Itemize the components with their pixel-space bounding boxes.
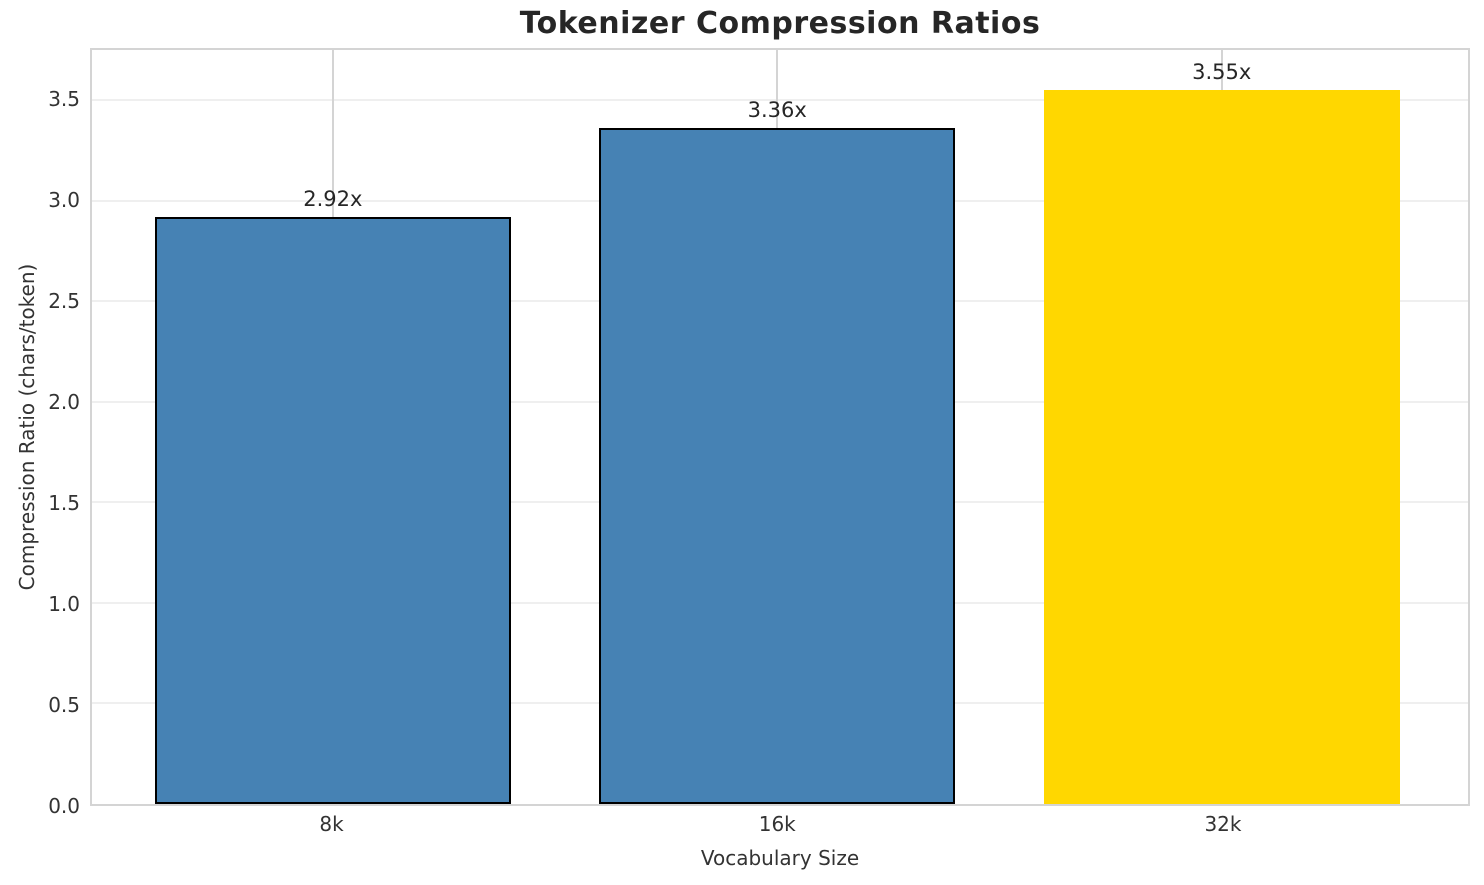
x-tick-label-8k: 8k [319, 812, 344, 836]
chart-title: Tokenizer Compression Ratios [519, 6, 1041, 41]
x-axis-ticks: 8k 16k 32k [90, 812, 1470, 840]
y-tick-label: 3.5 [48, 86, 80, 111]
bar-32k [1043, 90, 1400, 804]
bar-8k [154, 216, 511, 804]
x-tick-label-32k: 32k [1204, 812, 1242, 836]
y-tick-label: 0.5 [48, 692, 80, 717]
y-tick-label: 3.0 [48, 187, 80, 212]
bar-16k [599, 128, 956, 804]
x-axis-label: Vocabulary Size [700, 846, 860, 870]
y-tick-label: 1.0 [48, 591, 80, 616]
y-axis-ticks: 0.0 0.5 1.0 1.5 2.0 2.5 3.0 3.5 [0, 48, 80, 818]
y-tick-label: 2.5 [48, 288, 80, 313]
y-tick-label: 0.0 [48, 794, 80, 818]
bar-value-label: 3.55x [1192, 60, 1252, 85]
plot-area: 2.92x 3.36x 3.55x [90, 48, 1470, 806]
x-tick-label-16k: 16k [758, 812, 796, 836]
bar-value-label: 2.92x [303, 186, 363, 211]
y-tick-label: 1.5 [48, 490, 80, 515]
y-tick-label: 2.0 [48, 389, 80, 414]
horizontal-gridline [92, 99, 1468, 102]
bar-value-label: 3.36x [747, 98, 807, 123]
